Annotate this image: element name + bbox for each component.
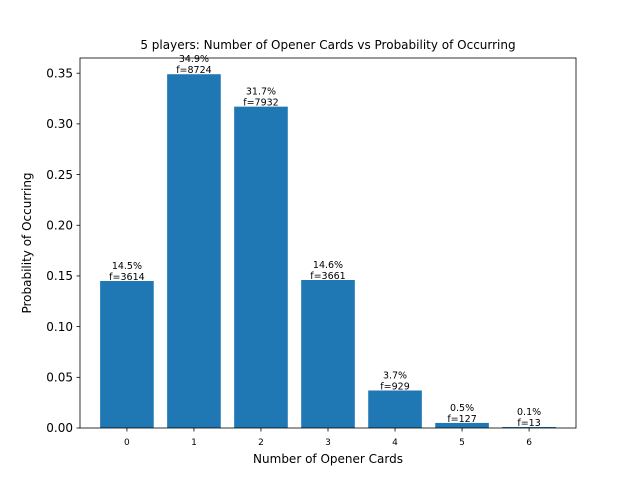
bar-2 <box>234 106 288 428</box>
y-tick-label: 0.30 <box>46 117 73 131</box>
x-tick-label: 0 <box>124 438 130 448</box>
bar-4 <box>368 390 422 428</box>
bar-percent-label: 0.5% <box>450 403 474 414</box>
y-tick-label: 0.10 <box>46 320 73 334</box>
bar-frequency-label: f=3661 <box>310 271 345 282</box>
x-tick-label: 5 <box>459 438 465 448</box>
x-tick-label: 1 <box>191 438 197 448</box>
y-tick-label: 0.20 <box>46 218 73 232</box>
bar-percent-label: 14.5% <box>112 261 142 272</box>
x-tick-label: 3 <box>325 438 331 448</box>
bar-frequency-label: f=8724 <box>176 65 211 76</box>
chart-title: 5 players: Number of Opener Cards vs Pro… <box>140 38 515 52</box>
bar-labels-group: 14.5%f=361434.9%f=872431.7%f=793214.6%f=… <box>109 54 541 429</box>
x-tick-label: 6 <box>526 438 532 448</box>
x-tick-label: 4 <box>392 438 398 448</box>
bar-frequency-label: f=13 <box>517 418 540 429</box>
x-axis-label: Number of Opener Cards <box>253 452 403 466</box>
y-axis-label: Probability of Occurring <box>20 172 34 313</box>
bar-percent-label: 34.9% <box>179 54 209 65</box>
y-tick-label: 0.05 <box>46 371 73 385</box>
y-axis: 0.00 0.05 0.10 0.15 0.20 0.25 0.30 0.35 <box>46 66 80 435</box>
bar-percent-label: 14.6% <box>313 260 343 271</box>
bar-1 <box>167 74 221 428</box>
x-tick-label: 2 <box>258 438 264 448</box>
y-tick-label: 0.15 <box>46 269 73 283</box>
bar-frequency-label: f=3614 <box>109 272 144 283</box>
bar-frequency-label: f=929 <box>380 381 409 392</box>
bar-frequency-label: f=127 <box>447 414 476 425</box>
plot-frame <box>79 57 577 429</box>
y-tick-label: 0.25 <box>46 168 73 182</box>
y-tick-label: 0.00 <box>46 421 73 435</box>
bar-percent-label: 3.7% <box>383 370 407 381</box>
bar-percent-label: 31.7% <box>246 87 276 98</box>
bar-6 <box>502 426 556 428</box>
bar-5 <box>435 422 489 428</box>
x-axis: 0 1 2 3 4 5 6 <box>124 428 532 448</box>
bars-group <box>100 74 556 428</box>
bar-3 <box>301 280 355 428</box>
y-tick-label: 0.35 <box>46 66 73 80</box>
bar-frequency-label: f=7932 <box>243 98 278 109</box>
bar-0 <box>100 281 154 428</box>
bar-percent-label: 0.1% <box>517 407 541 418</box>
